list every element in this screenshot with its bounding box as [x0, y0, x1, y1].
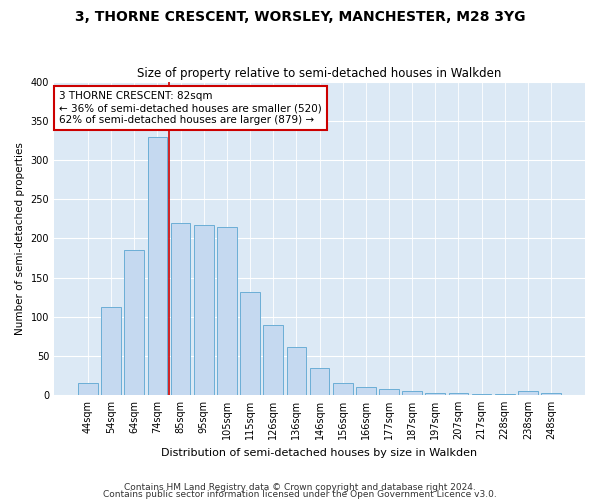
- Bar: [472, 394, 491, 395]
- Bar: [217, 227, 237, 395]
- Title: Size of property relative to semi-detached houses in Walkden: Size of property relative to semi-detach…: [137, 66, 502, 80]
- Text: Contains public sector information licensed under the Open Government Licence v3: Contains public sector information licen…: [103, 490, 497, 499]
- Bar: [171, 223, 190, 395]
- Bar: [379, 390, 399, 395]
- Bar: [263, 324, 283, 395]
- Bar: [518, 391, 538, 395]
- Bar: [333, 383, 353, 395]
- Bar: [148, 137, 167, 395]
- Bar: [124, 250, 144, 395]
- Bar: [541, 392, 561, 395]
- Text: 3, THORNE CRESCENT, WORSLEY, MANCHESTER, M28 3YG: 3, THORNE CRESCENT, WORSLEY, MANCHESTER,…: [75, 10, 525, 24]
- Bar: [194, 225, 214, 395]
- X-axis label: Distribution of semi-detached houses by size in Walkden: Distribution of semi-detached houses by …: [161, 448, 478, 458]
- Bar: [78, 383, 98, 395]
- Bar: [425, 392, 445, 395]
- Bar: [240, 292, 260, 395]
- Text: Contains HM Land Registry data © Crown copyright and database right 2024.: Contains HM Land Registry data © Crown c…: [124, 484, 476, 492]
- Text: 3 THORNE CRESCENT: 82sqm
← 36% of semi-detached houses are smaller (520)
62% of : 3 THORNE CRESCENT: 82sqm ← 36% of semi-d…: [59, 92, 322, 124]
- Bar: [402, 391, 422, 395]
- Bar: [101, 306, 121, 395]
- Bar: [495, 394, 515, 395]
- Bar: [287, 347, 306, 395]
- Y-axis label: Number of semi-detached properties: Number of semi-detached properties: [15, 142, 25, 335]
- Bar: [356, 387, 376, 395]
- Bar: [449, 394, 468, 395]
- Bar: [310, 368, 329, 395]
